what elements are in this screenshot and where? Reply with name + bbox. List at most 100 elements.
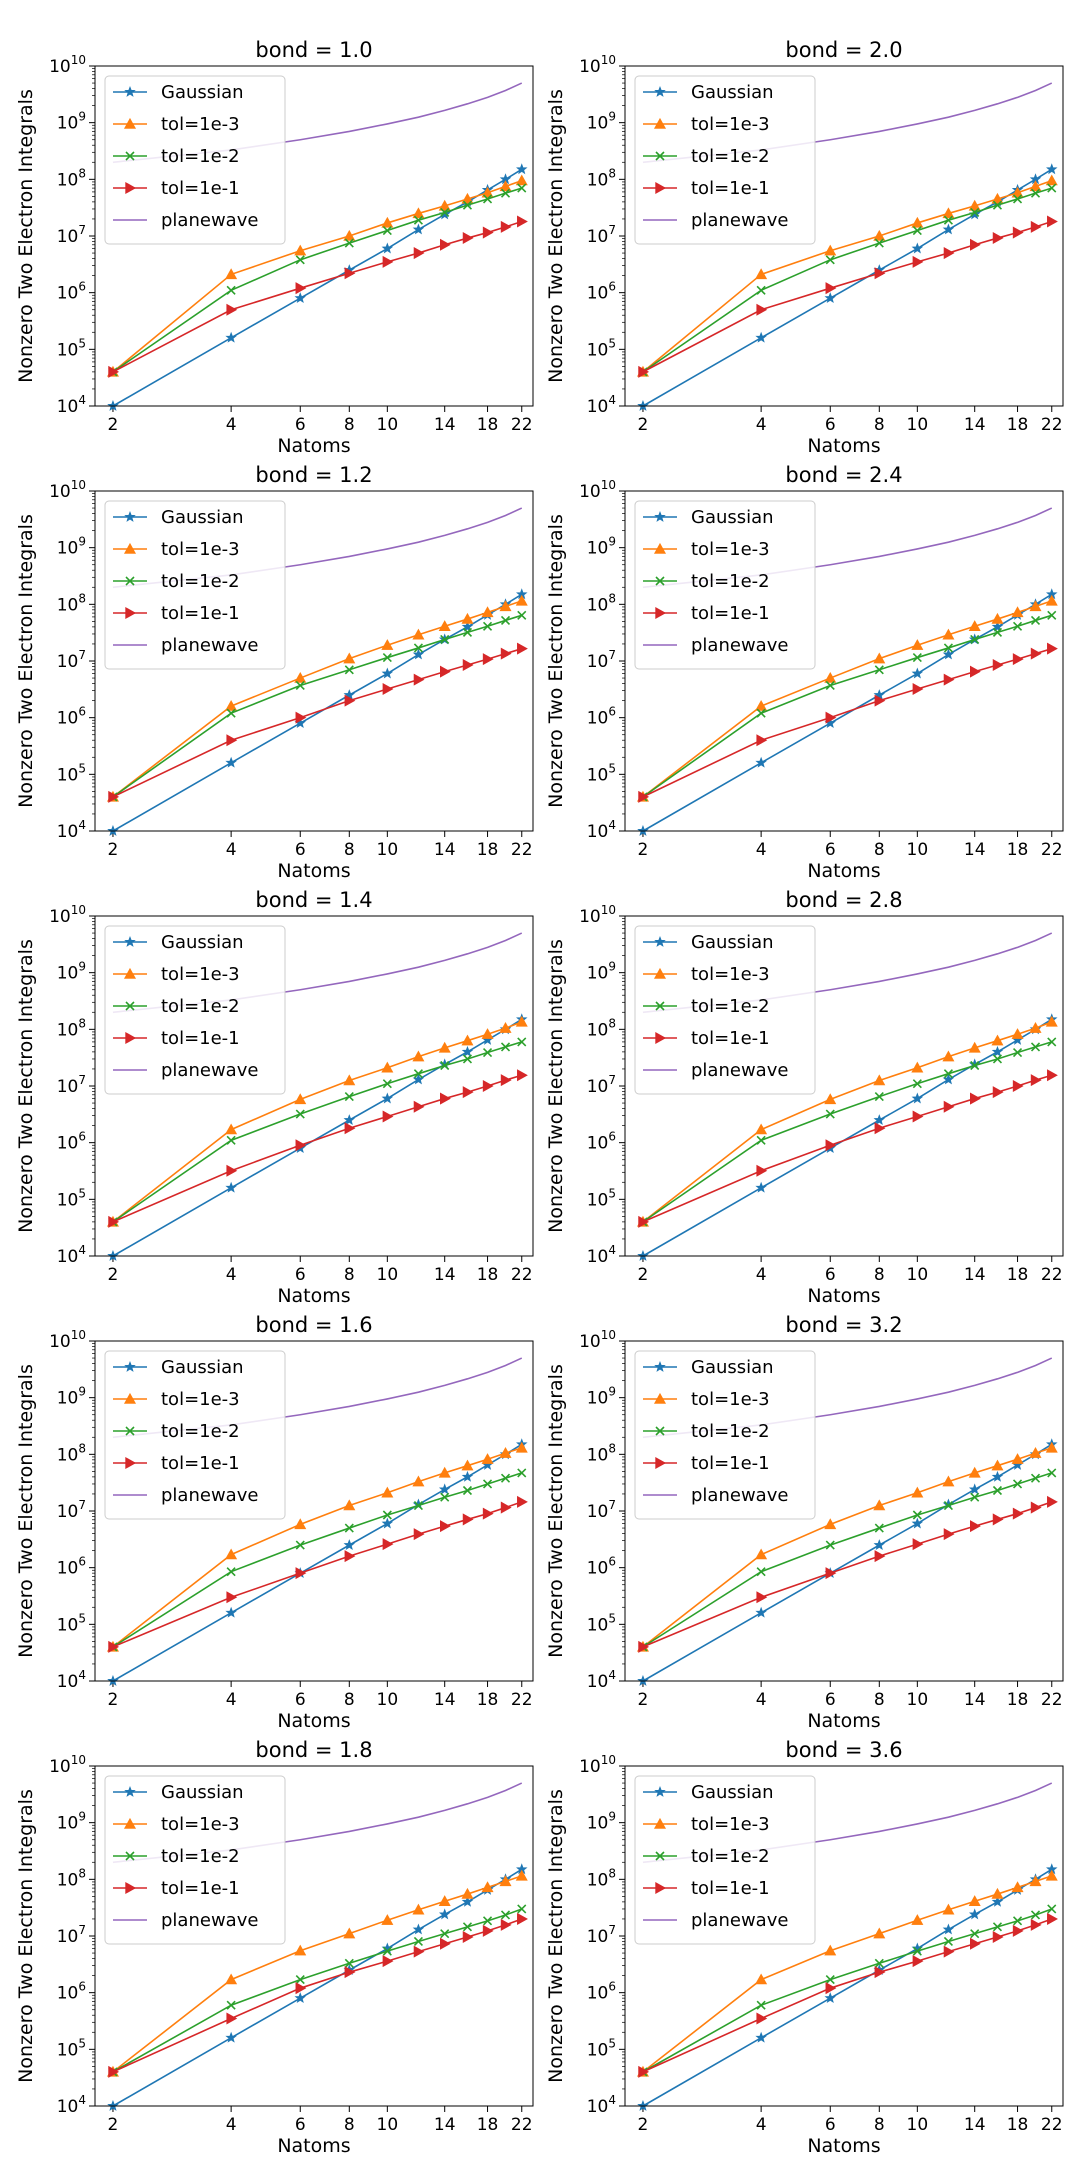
- x-tick-label: 18: [1007, 1690, 1029, 1710]
- y-tick-label: 105: [57, 2036, 86, 2060]
- data-point: [911, 1061, 924, 1073]
- x-tick-label: 6: [825, 840, 836, 860]
- legend-box: [634, 75, 816, 245]
- x-tick-label: 4: [756, 1690, 767, 1710]
- data-point: [381, 216, 394, 228]
- data-point: [226, 2012, 238, 2025]
- data-point: [499, 1447, 512, 1458]
- chart-panel-2: bond = 2.0 104 105 106 107 108 109 1010 2 4 6 8 10 14…: [545, 38, 1064, 457]
- data-point: [108, 2065, 120, 2078]
- data-point: [499, 180, 512, 192]
- x-tick-label: 18: [1007, 2115, 1029, 2135]
- data-point: [482, 621, 493, 631]
- x-axis-label: Natoms: [277, 860, 350, 882]
- x-tick-label: 8: [344, 2115, 355, 2135]
- data-point: [1045, 1015, 1058, 1027]
- data-point: [755, 2031, 767, 2043]
- y-tick-label: 108: [57, 1441, 86, 1465]
- data-point: [517, 1912, 528, 1925]
- data-point: [638, 1215, 650, 1228]
- x-tick-label: 10: [377, 415, 399, 435]
- data-point: [873, 1074, 886, 1086]
- data-point: [1011, 186, 1024, 198]
- data-point: [992, 1922, 1003, 1932]
- data-point: [295, 711, 307, 724]
- data-point: [482, 1047, 493, 1058]
- data-point: [382, 1510, 392, 1520]
- legend-marker: [125, 606, 137, 620]
- x-tick-label: 8: [344, 415, 355, 435]
- data-point: [755, 699, 768, 711]
- legend-label: planewave: [691, 1910, 788, 1931]
- data-point: [1030, 220, 1042, 233]
- y-tick-label: 107: [57, 648, 86, 672]
- legend-label: tol=1e-2: [691, 1846, 770, 1867]
- data-point: [438, 1466, 451, 1478]
- data-point: [517, 1037, 527, 1047]
- y-tick-label: 104: [57, 1243, 86, 1267]
- chart-panel-5: bond = 1.4 104 105 106 107 108 109 1010 2 4 6 8 10 14…: [15, 888, 534, 1307]
- x-tick-label: 18: [477, 2115, 499, 2135]
- data-point: [874, 267, 886, 280]
- data-point: [438, 1483, 451, 1495]
- y-tick-label: 108: [57, 1866, 86, 1890]
- x-tick-label: 14: [434, 1265, 456, 1285]
- data-point: [968, 1895, 981, 1906]
- data-point: [226, 285, 236, 295]
- x-tick-label: 22: [1041, 840, 1063, 860]
- chart-panel-1: bond = 1.0 104 105 106 107 108 109 1010 2 4 6 8 10 14…: [15, 38, 534, 457]
- data-point: [225, 1548, 238, 1560]
- data-point: [344, 694, 356, 707]
- data-point: [825, 1139, 837, 1152]
- legend-marker: [124, 935, 136, 947]
- legend-marker: [125, 1001, 135, 1011]
- legend-label: tol=1e-2: [691, 996, 770, 1017]
- legend-label: planewave: [161, 1060, 258, 1081]
- y-tick-label: 1010: [579, 1753, 616, 1777]
- x-tick-label: 14: [964, 415, 986, 435]
- data-point: [755, 756, 767, 768]
- panel-title: bond = 2.4: [785, 463, 902, 487]
- data-point: [461, 192, 474, 204]
- legend-label: tol=1e-1: [161, 178, 240, 199]
- series-line-tol-1e-1: [112, 1501, 523, 1648]
- data-point: [294, 244, 307, 256]
- data-point: [638, 2065, 650, 2078]
- data-point: [1029, 1447, 1042, 1458]
- data-point: [943, 1069, 953, 1079]
- legend-label: tol=1e-2: [161, 146, 240, 167]
- y-tick-label: 104: [587, 2093, 616, 2117]
- y-axis-label: Nonzero Two Electron Integrals: [545, 514, 567, 808]
- y-tick-label: 109: [57, 1810, 86, 1834]
- data-point: [440, 634, 450, 645]
- y-tick-label: 1010: [49, 1753, 86, 1777]
- data-point: [825, 680, 835, 691]
- panel-title: bond = 2.0: [785, 38, 902, 62]
- data-point: [500, 188, 511, 198]
- data-point: [912, 1079, 922, 1089]
- y-tick-label: 108: [587, 1441, 616, 1465]
- data-point: [225, 699, 238, 711]
- legend-label: Gaussian: [691, 932, 774, 953]
- data-point: [515, 1869, 528, 1881]
- data-point: [517, 183, 527, 193]
- data-point: [1047, 1037, 1057, 1047]
- data-point: [638, 1640, 650, 1653]
- data-point: [381, 639, 394, 650]
- legend-label: tol=1e-2: [161, 571, 240, 592]
- axes-frame: [94, 490, 534, 832]
- data-point: [825, 1109, 835, 1119]
- data-point: [1029, 180, 1042, 192]
- data-point: [1047, 642, 1058, 655]
- y-tick-label: 1010: [49, 1328, 86, 1352]
- data-point: [873, 1114, 886, 1126]
- data-point: [462, 658, 474, 672]
- data-point: [381, 242, 394, 254]
- x-tick-label: 6: [295, 1265, 306, 1285]
- data-point: [344, 665, 354, 675]
- legend-marker: [125, 1426, 135, 1436]
- legend-label: Gaussian: [691, 1782, 774, 1803]
- series-line-tol-1e-1: [642, 1501, 1053, 1648]
- data-point: [382, 255, 394, 268]
- legend-box: [104, 925, 286, 1095]
